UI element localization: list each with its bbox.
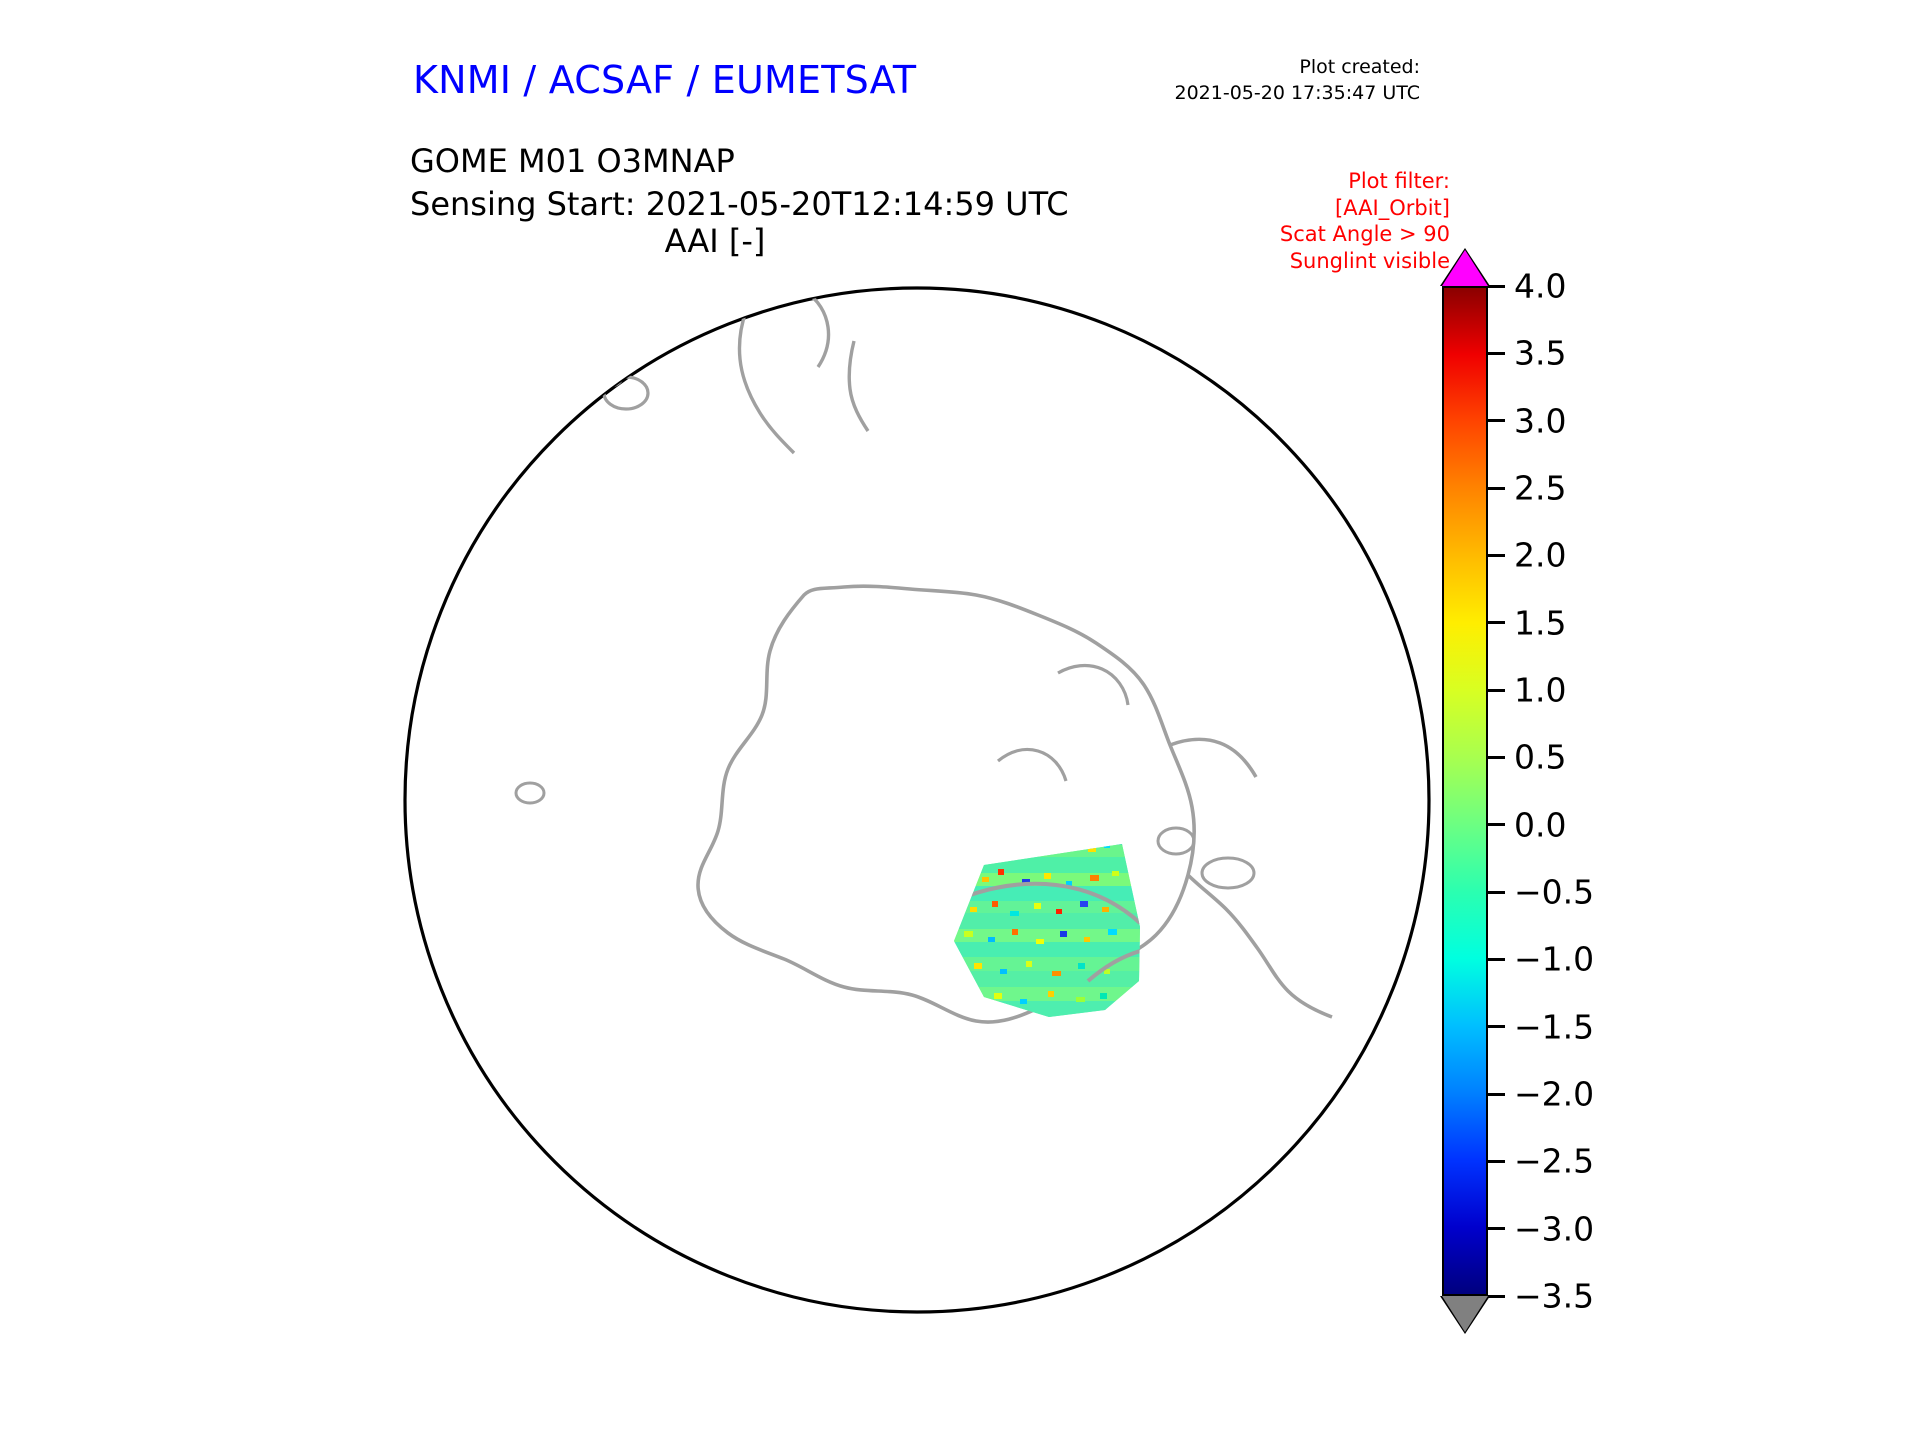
colorbar-tick xyxy=(1488,1227,1505,1231)
plot-created-label: Plot created: xyxy=(1299,56,1420,78)
colorbar-tick-label: 0.5 xyxy=(1514,737,1567,777)
title-block: GOME M01 O3MNAP Sensing Start: 2021-05-2… xyxy=(410,140,1069,225)
plot-filter-block: Plot filter: [AAI_Orbit] Scat Angle > 90… xyxy=(1280,168,1450,275)
colorbar-tick-label: 1.0 xyxy=(1514,670,1567,710)
colorbar-tick xyxy=(1488,957,1505,961)
colorbar-tick xyxy=(1488,419,1505,423)
colorbar-tick xyxy=(1488,486,1505,490)
colorbar-tick xyxy=(1488,823,1505,827)
filter-label: Plot filter: xyxy=(1348,169,1450,193)
filter-sunglint: Sunglint visible xyxy=(1289,248,1450,273)
colorbar-tick-label: −0.5 xyxy=(1514,872,1595,912)
colorbar-tick xyxy=(1488,553,1505,557)
colorbar-tick-label: 2.0 xyxy=(1514,535,1567,575)
colorbar-tick-label: −2.0 xyxy=(1514,1074,1595,1114)
colorbar-tick-label: 3.5 xyxy=(1514,333,1567,373)
colorbar-tick xyxy=(1488,1025,1505,1029)
colorbar-tick xyxy=(1488,284,1505,288)
brand-title: KNMI / ACSAF / EUMETSAT xyxy=(413,58,917,102)
colorbar-under-arrow-icon xyxy=(1442,1296,1488,1332)
colorbar-tick-label: 1.5 xyxy=(1514,603,1567,643)
filter-name: [AAI_Orbit] xyxy=(1335,195,1450,220)
colorbar-tick xyxy=(1488,621,1505,625)
colorbar-tick-label: −3.5 xyxy=(1514,1276,1595,1316)
plot-created-block: Plot created: 2021-05-20 17:35:47 UTC xyxy=(1175,55,1421,106)
product-title: GOME M01 O3MNAP xyxy=(410,142,735,180)
colorbar-tick-label: −1.0 xyxy=(1514,939,1595,979)
polar-map xyxy=(398,281,1436,1319)
colorbar-tick xyxy=(1488,1294,1505,1298)
colorbar-tick xyxy=(1488,688,1505,692)
globe-outline xyxy=(403,286,1431,1314)
filter-scat-angle: Scat Angle > 90 xyxy=(1279,222,1450,247)
colorbar-gradient xyxy=(1442,286,1488,1296)
colorbar-tick xyxy=(1488,755,1505,759)
variable-label: AAI [-] xyxy=(664,222,766,260)
colorbar-tick xyxy=(1488,1092,1505,1096)
colorbar-tick xyxy=(1488,890,1505,894)
colorbar-tick-label: −3.0 xyxy=(1514,1209,1595,1249)
colorbar: 4.0 3.5 3.0 2.5 2.0 1.5 1.0 0.5 0.0 −0.5 −1.0 −1.5 −… xyxy=(1440,248,1594,1334)
colorbar-tick-label: 3.0 xyxy=(1514,401,1567,441)
colorbar-tick xyxy=(1488,1159,1505,1163)
colorbar-tick-label: 2.5 xyxy=(1514,468,1567,508)
sensing-start: Sensing Start: 2021-05-20T12:14:59 UTC xyxy=(410,184,1069,223)
colorbar-tick-label: 0.0 xyxy=(1514,805,1567,845)
plot-created-value: 2021-05-20 17:35:47 UTC xyxy=(1174,81,1421,104)
colorbar-over-arrow-icon xyxy=(1442,250,1488,286)
colorbar-tick xyxy=(1488,351,1505,355)
colorbar-tick-label: 4.0 xyxy=(1514,266,1567,306)
colorbar-tick-label: −2.5 xyxy=(1514,1141,1595,1181)
colorbar-tick-label: −1.5 xyxy=(1514,1007,1595,1047)
